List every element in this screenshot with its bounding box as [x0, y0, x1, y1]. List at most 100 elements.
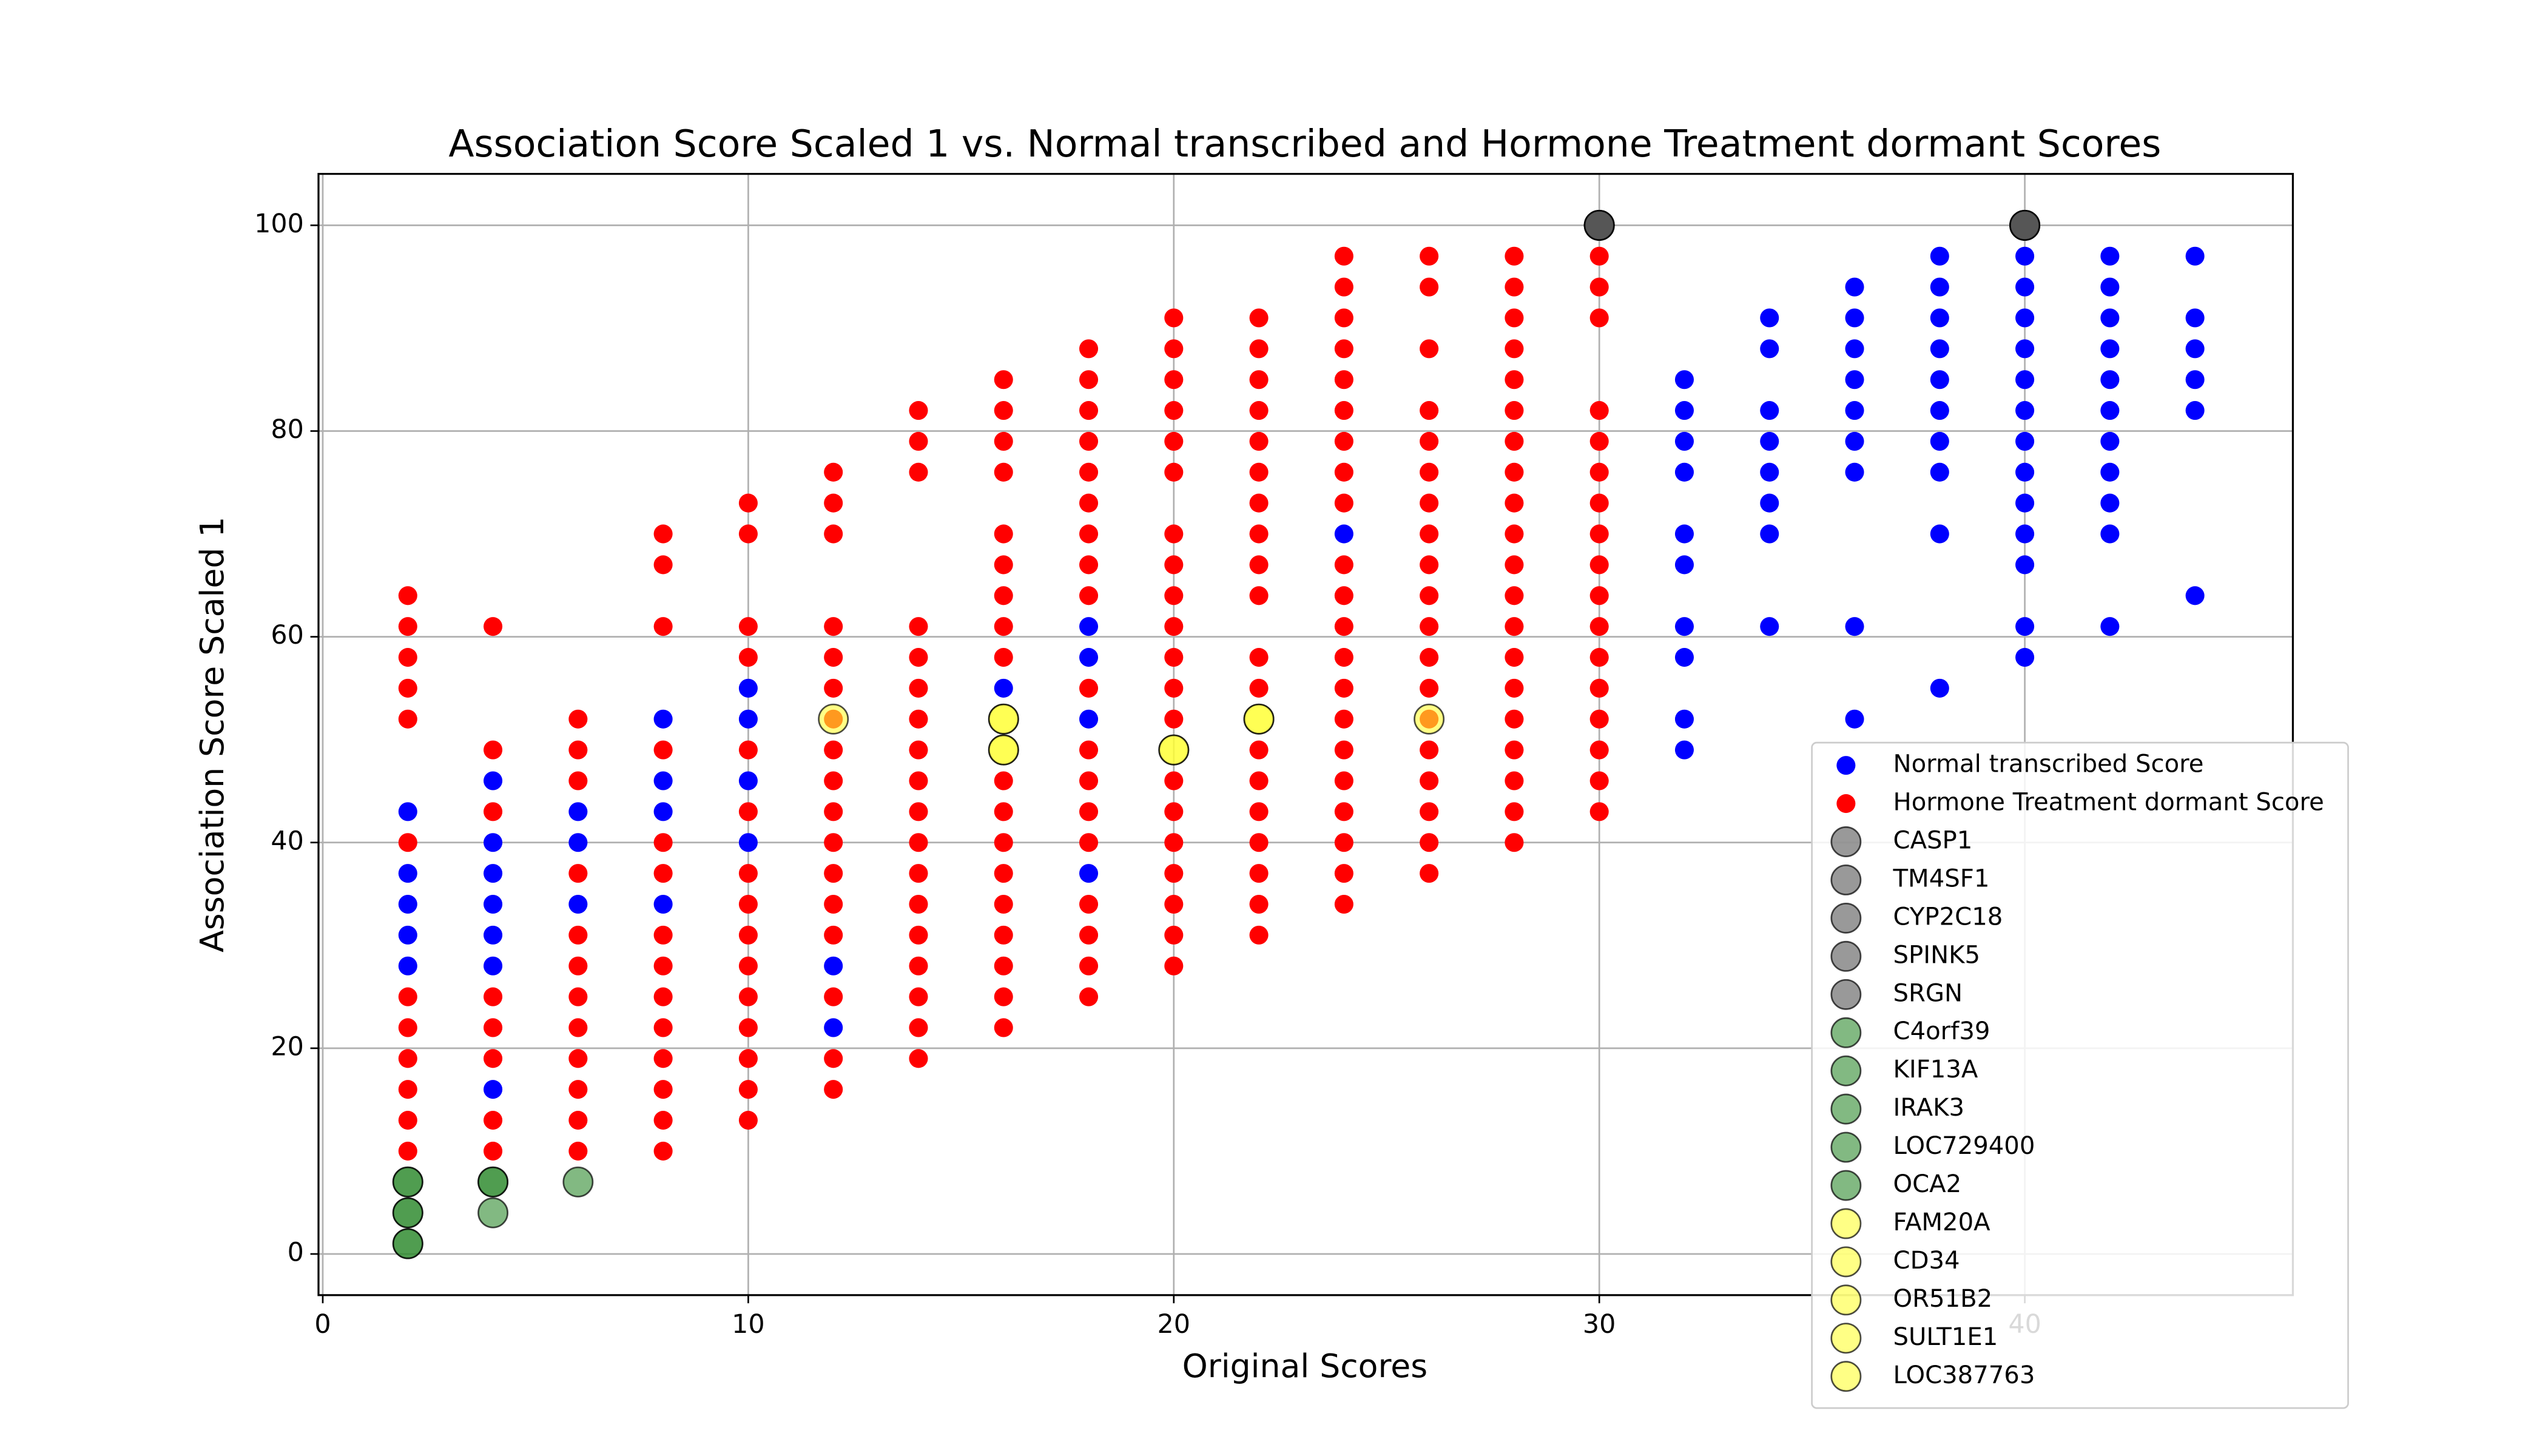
- point: [1589, 493, 1609, 513]
- point: [1334, 864, 1353, 883]
- point: [994, 833, 1013, 852]
- legend-box: [1811, 741, 2349, 1409]
- point: [484, 617, 503, 636]
- point: [1505, 771, 1524, 790]
- point: [2015, 462, 2035, 482]
- highlight-point: [392, 1228, 423, 1259]
- point: [1930, 431, 1949, 451]
- point: [568, 1049, 588, 1068]
- chart-title: Association Score Scaled 1 vs. Normal tr…: [448, 122, 2161, 166]
- point: [1930, 462, 1949, 482]
- point: [653, 771, 673, 790]
- point: [994, 678, 1013, 698]
- point: [1249, 401, 1269, 420]
- point: [1589, 678, 1609, 698]
- point: [1079, 648, 1099, 667]
- point: [909, 771, 928, 790]
- point: [738, 740, 758, 760]
- point: [2015, 401, 2035, 420]
- legend-label: CASP1: [1893, 827, 1973, 855]
- point: [1420, 648, 1439, 667]
- point: [1760, 462, 1779, 482]
- point: [909, 1049, 928, 1068]
- point: [1420, 246, 1439, 266]
- point: [2015, 246, 2035, 266]
- highlight-point: [392, 1197, 423, 1228]
- point: [824, 802, 843, 821]
- axes-frame: [317, 172, 2294, 1296]
- legend-marker: [1830, 1093, 1862, 1125]
- point: [1674, 401, 1694, 420]
- point: [1334, 894, 1353, 914]
- point: [1249, 308, 1269, 328]
- point: [2015, 648, 2035, 667]
- point: [2015, 277, 2035, 297]
- point: [398, 678, 417, 698]
- point: [653, 709, 673, 729]
- point: [1164, 709, 1184, 729]
- point: [1589, 277, 1609, 297]
- point: [1079, 401, 1099, 420]
- point: [1164, 462, 1184, 482]
- point: [738, 1080, 758, 1099]
- point: [2015, 431, 2035, 451]
- point: [2100, 617, 2120, 636]
- point: [909, 833, 928, 852]
- point: [484, 1111, 503, 1130]
- highlight-point: [392, 1166, 423, 1198]
- point: [738, 617, 758, 636]
- legend-label: FAM20A: [1893, 1208, 1991, 1236]
- point: [2185, 246, 2205, 266]
- point: [398, 586, 417, 605]
- point: [1674, 462, 1694, 482]
- point: [568, 771, 588, 790]
- point: [994, 987, 1013, 1006]
- point: [2100, 401, 2120, 420]
- point: [1334, 586, 1353, 605]
- point: [1334, 462, 1353, 482]
- point: [2100, 431, 2120, 451]
- point: [1505, 401, 1524, 420]
- point: [1420, 431, 1439, 451]
- point: [738, 709, 758, 729]
- point: [824, 956, 843, 976]
- point: [1674, 524, 1694, 544]
- legend-label: LOC729400: [1893, 1132, 2035, 1160]
- point: [1249, 833, 1269, 852]
- point: [824, 524, 843, 544]
- point: [738, 956, 758, 976]
- point: [994, 956, 1013, 976]
- axes: 010203040020406080100: [254, 209, 2041, 1340]
- legend-label: CD34: [1893, 1247, 1960, 1275]
- point: [1930, 678, 1949, 698]
- point: [1249, 648, 1269, 667]
- point: [568, 1141, 588, 1161]
- point: [484, 1018, 503, 1037]
- point: [2015, 308, 2035, 328]
- point: [2100, 339, 2120, 359]
- point: [1164, 370, 1184, 389]
- point: [824, 894, 843, 914]
- point: [568, 987, 588, 1006]
- point: [484, 771, 503, 790]
- point: [1079, 956, 1099, 976]
- legend-marker: [1830, 1131, 1862, 1163]
- point: [1079, 802, 1099, 821]
- point: [398, 1141, 417, 1161]
- point: [909, 956, 928, 976]
- highlight-point: [1583, 209, 1615, 241]
- point: [1079, 617, 1099, 636]
- point: [1589, 586, 1609, 605]
- legend-label: CYP2C18: [1893, 903, 2003, 931]
- legend-label: OR51B2: [1893, 1285, 1993, 1313]
- point: [1930, 524, 1949, 544]
- point: [1845, 370, 1864, 389]
- point: [2015, 493, 2035, 513]
- point: [824, 864, 843, 883]
- point: [568, 802, 588, 821]
- point: [2100, 493, 2120, 513]
- point: [1249, 586, 1269, 605]
- point: [484, 1080, 503, 1099]
- point: [1589, 709, 1609, 729]
- point: [909, 678, 928, 698]
